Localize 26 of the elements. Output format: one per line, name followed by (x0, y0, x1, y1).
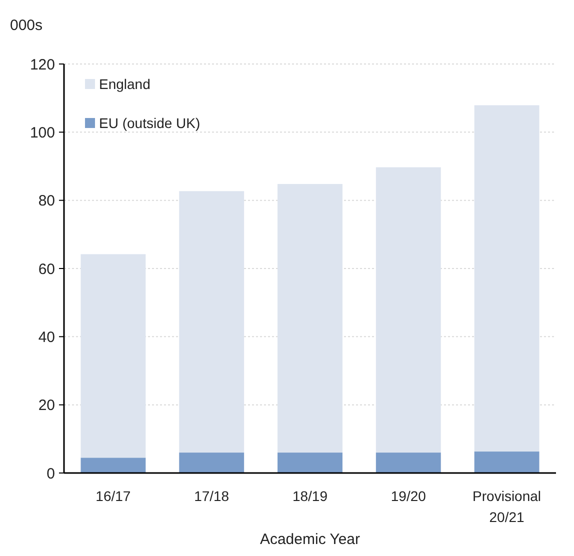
bar (80, 458, 146, 473)
legend-label: EU (outside UK) (99, 114, 200, 131)
bar (278, 452, 342, 473)
y-axis-title: 000s (10, 17, 43, 34)
x-tick-label: Provisional 20/21 (472, 488, 542, 525)
x-tick-label: 17/18 (194, 488, 230, 504)
y-tick-label: 60 (38, 260, 55, 278)
y-tick-label: 40 (38, 328, 55, 346)
bar (179, 191, 244, 453)
bar (80, 254, 146, 458)
x-tick-label: 18/19 (292, 488, 328, 504)
y-tick-label: 20 (38, 397, 55, 414)
bar (179, 452, 244, 473)
bar (474, 105, 540, 452)
y-tick-label: 0 (46, 465, 55, 482)
bar (376, 452, 441, 473)
legend-label: England (99, 76, 150, 92)
y-tick-label: 80 (38, 192, 55, 210)
y-tick-label: 120 (30, 56, 55, 74)
y-tick-label: 100 (30, 124, 55, 142)
x-axis-title: Academic Year (260, 531, 360, 548)
bar (376, 167, 441, 453)
bar (278, 184, 342, 453)
bar (474, 452, 540, 473)
x-tick-label: 16/17 (96, 488, 131, 504)
x-tick-label: 19/20 (390, 488, 426, 504)
